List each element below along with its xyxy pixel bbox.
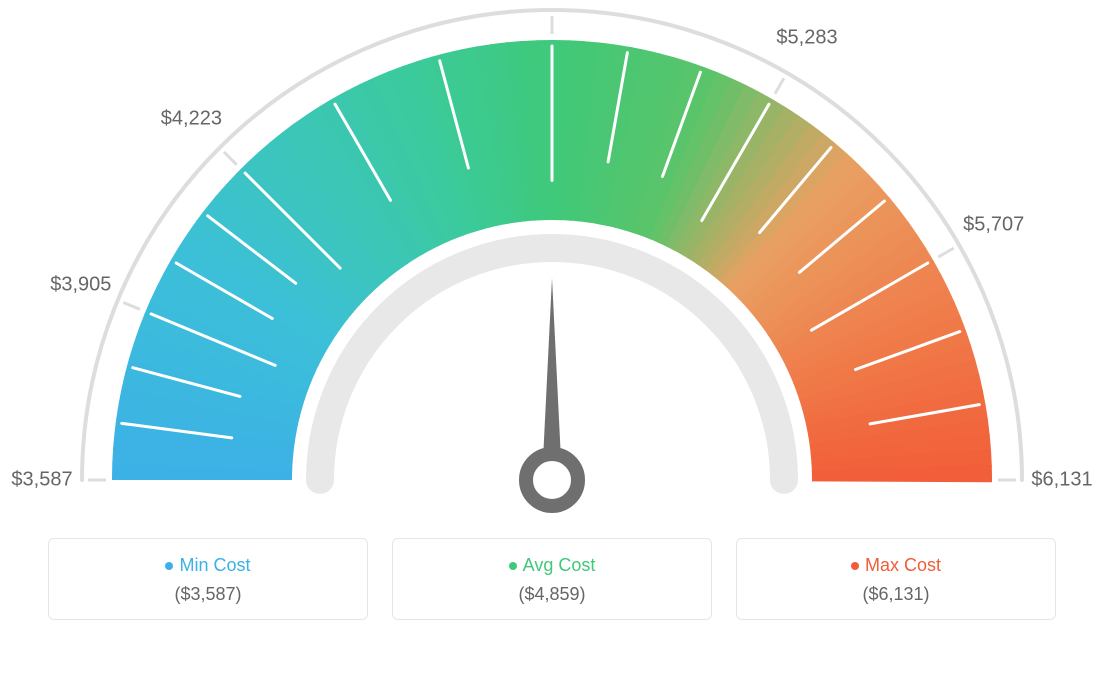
max-cost-value: ($6,131) xyxy=(757,584,1035,605)
min-cost-card: Min Cost ($3,587) xyxy=(48,538,368,620)
gauge-svg xyxy=(0,0,1104,520)
avg-dot-icon xyxy=(509,562,517,570)
gauge-tick-label: $6,131 xyxy=(1031,469,1092,492)
max-cost-card: Max Cost ($6,131) xyxy=(736,538,1056,620)
avg-cost-label: Avg Cost xyxy=(523,555,596,576)
avg-cost-value: ($4,859) xyxy=(413,584,691,605)
gauge-tick-label: $5,707 xyxy=(963,214,1024,237)
min-cost-title: Min Cost xyxy=(165,555,250,576)
gauge-tick-label: $5,283 xyxy=(776,27,837,50)
summary-row: Min Cost ($3,587) Avg Cost ($4,859) Max … xyxy=(0,538,1104,620)
avg-cost-card: Avg Cost ($4,859) xyxy=(392,538,712,620)
min-cost-value: ($3,587) xyxy=(69,584,347,605)
min-dot-icon xyxy=(165,562,173,570)
avg-cost-title: Avg Cost xyxy=(509,555,596,576)
max-cost-title: Max Cost xyxy=(851,555,941,576)
gauge-tick-label: $3,587 xyxy=(11,469,72,492)
gauge-tick-label: $4,223 xyxy=(161,108,222,131)
cost-gauge-chart: $3,587$3,905$4,223$4,859$5,283$5,707$6,1… xyxy=(0,0,1104,520)
gauge-tick-label: $3,905 xyxy=(50,273,111,296)
max-dot-icon xyxy=(851,562,859,570)
max-cost-label: Max Cost xyxy=(865,555,941,576)
min-cost-label: Min Cost xyxy=(179,555,250,576)
